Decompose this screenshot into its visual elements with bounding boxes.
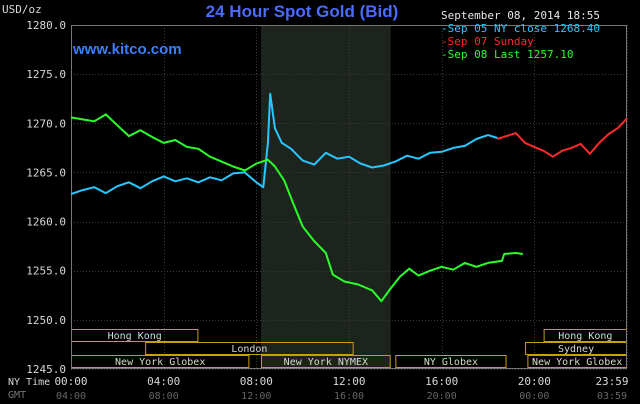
price-line-3 (70, 113, 523, 303)
x-tick-label-gmt: 03:59 (597, 391, 627, 402)
gmt-label: GMT (8, 390, 27, 401)
legend: September 08, 2014 18:55 -Sep 05 NY clos… (441, 9, 600, 61)
session-box (260, 355, 391, 368)
x-tick-label-ny: 20:00 (518, 375, 551, 388)
y-tick-label: 1255.0 (26, 265, 66, 278)
x-tick-label-gmt: 12:00 (241, 391, 271, 402)
session-label: New York Globex (115, 357, 205, 368)
x-tick-label-ny: 23:59 (595, 375, 628, 388)
y-axis-labels: 1245.0 1250.0 1255.0 1260.0 1265.0 1270.0 1275… (26, 19, 66, 376)
legend-item-sep08: -Sep 08 Last 1257.10 (441, 48, 574, 61)
x-tick-label-gmt: 08:00 (149, 391, 179, 402)
x-tick-label-ny: 08:00 (240, 375, 273, 388)
y-tick-label: 1265.0 (26, 166, 66, 179)
price-series (70, 92, 628, 303)
session-label: Sydney (558, 344, 594, 355)
session-label: London (231, 344, 267, 355)
x-axis-labels: 00:00 04:00 08:00 12:00 16:00 20:00 23:59 04:00… (54, 375, 628, 402)
legend-timestamp: September 08, 2014 18:55 (441, 9, 600, 22)
unit-label: USD/oz (2, 3, 42, 16)
session-box (145, 342, 354, 355)
x-tick-label-ny: 16:00 (425, 375, 458, 388)
ny-time-label: NY Time (8, 377, 51, 388)
y-tick-label: 1250.0 (26, 314, 66, 327)
x-tick-label-ny: 00:00 (54, 375, 87, 388)
y-tick-label: 1275.0 (26, 68, 66, 81)
x-tick-label-gmt: 16:00 (334, 391, 364, 402)
x-tick-label-gmt: 20:00 (427, 391, 457, 402)
x-tick-label-ny: 04:00 (147, 375, 180, 388)
price-line-2 (496, 117, 628, 158)
plot-frame (71, 25, 627, 369)
y-tick-label: 1280.0 (26, 19, 66, 32)
brand-link[interactable]: www.kitco.com (73, 41, 182, 58)
price-line-1 (70, 92, 498, 196)
x-tick-label-gmt: 00:00 (519, 391, 549, 402)
y-tick-label: 1260.0 (26, 216, 66, 229)
y-tick-label: 1270.0 (26, 117, 66, 130)
legend-item-sep07: -Sep 07 Sunday (441, 35, 534, 48)
session-label: Hong Kong (108, 331, 162, 342)
chart-title: 24 Hour Spot Gold (Bid) (205, 2, 399, 21)
session-label: NY Globex (424, 357, 478, 368)
x-tick-label-gmt: 04:00 (56, 391, 86, 402)
session-label: New York NYMEX (284, 357, 368, 368)
session-label: New York Globex (532, 357, 622, 368)
legend-item-sep05: -Sep 05 NY close 1268.40 (441, 22, 600, 35)
x-tick-label-ny: 12:00 (332, 375, 365, 388)
nymex-highlight-band (260, 25, 391, 369)
y-tick-label: 1245.0 (26, 363, 66, 376)
session-label: Hong Kong (558, 331, 612, 342)
session-box (395, 355, 507, 368)
